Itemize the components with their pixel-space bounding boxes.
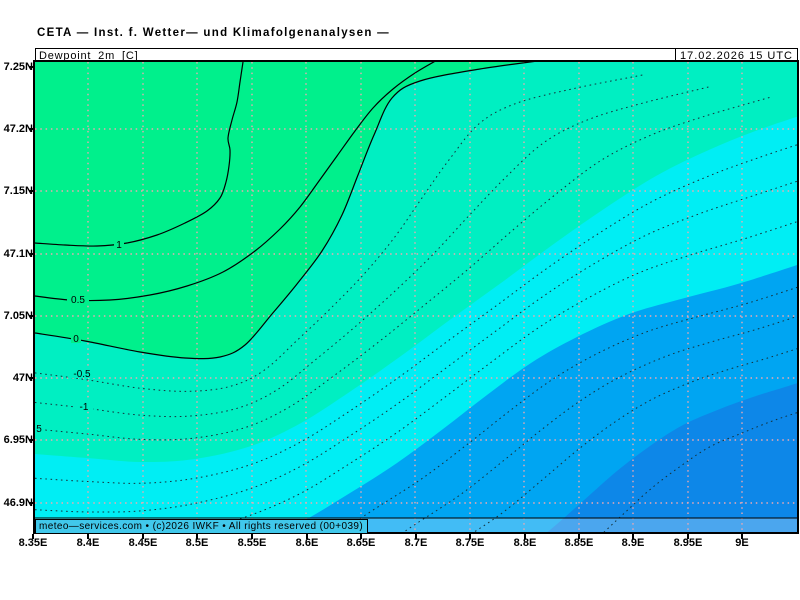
y-tick-label: 47.2N <box>3 123 33 135</box>
x-tick-label: 8.5E <box>185 537 209 549</box>
x-tick-label: 8.85E <box>564 537 594 549</box>
x-tick-mark <box>578 534 580 539</box>
x-tick-mark <box>142 534 144 539</box>
y-tick-label: 7.15N <box>3 185 33 197</box>
x-tick-mark <box>251 534 253 539</box>
x-tick-mark <box>360 534 362 539</box>
x-tick-label: 8.45E <box>128 537 158 549</box>
x-tick-mark <box>415 534 417 539</box>
dashed-contours <box>35 74 797 532</box>
x-tick-label: 8.8E <box>513 537 537 549</box>
y-tick-label: 47N <box>12 372 33 384</box>
y-tick-mark <box>29 66 35 68</box>
y-tick-mark <box>29 502 35 504</box>
x-tick-mark <box>32 534 34 539</box>
contour-label: 1 <box>116 240 122 251</box>
y-tick-label: 46.9N <box>3 497 33 509</box>
y-tick-mark <box>29 315 35 317</box>
credit-bar: meteo—services.com • (c)2026 IWKF • All … <box>35 519 369 534</box>
contour-labels: 1 0.5 0 -0.5 -1 5 <box>35 238 124 435</box>
variable-label: Dewpoint_2m_[C] <box>39 49 139 62</box>
y-tick-label: 7.25N <box>3 61 33 73</box>
contour-label: 0 <box>73 334 79 345</box>
x-tick-label: 8.75E <box>455 537 485 549</box>
x-tick-label: 8.35E <box>18 537 48 549</box>
y-tick-mark <box>29 128 35 130</box>
y-tick-label: 6.95N <box>3 434 33 446</box>
x-tick-label: 8.7E <box>404 537 428 549</box>
y-tick-mark <box>29 439 35 441</box>
contour-map-svg: 1 0.5 0 -0.5 -1 5 <box>35 62 797 532</box>
contour-label: 5 <box>36 424 42 435</box>
x-tick-label: 8.95E <box>673 537 703 549</box>
contour-label: 0.5 <box>71 295 85 306</box>
x-tick-mark <box>306 534 308 539</box>
contour-map: 1 0.5 0 -0.5 -1 5 <box>33 60 799 534</box>
x-tick-mark <box>687 534 689 539</box>
contour-label: -0.5 <box>73 369 91 380</box>
x-tick-mark <box>524 534 526 539</box>
x-tick-mark <box>632 534 634 539</box>
x-tick-label: 8.55E <box>237 537 267 549</box>
solid-contours <box>35 62 535 360</box>
x-tick-mark <box>196 534 198 539</box>
valid-datetime: 17.02.2026 15 UTC <box>674 49 797 62</box>
x-tick-label: 8.4E <box>76 537 100 549</box>
map-title: CETA — Inst. f. Wetter— und Klimafolgena… <box>37 27 390 39</box>
y-tick-label: 7.05N <box>3 310 33 322</box>
contour-label: -1 <box>80 402 89 413</box>
x-tick-mark <box>87 534 89 539</box>
x-tick-mark <box>741 534 743 539</box>
x-tick-label: 8.9E <box>621 537 645 549</box>
y-tick-mark <box>29 190 35 192</box>
y-tick-mark <box>29 253 35 255</box>
y-tick-label: 47.1N <box>3 248 33 260</box>
x-tick-label: 9E <box>735 537 749 549</box>
x-tick-mark <box>469 534 471 539</box>
y-tick-mark <box>29 377 35 379</box>
x-tick-label: 8.6E <box>295 537 319 549</box>
x-tick-label: 8.65E <box>346 537 376 549</box>
